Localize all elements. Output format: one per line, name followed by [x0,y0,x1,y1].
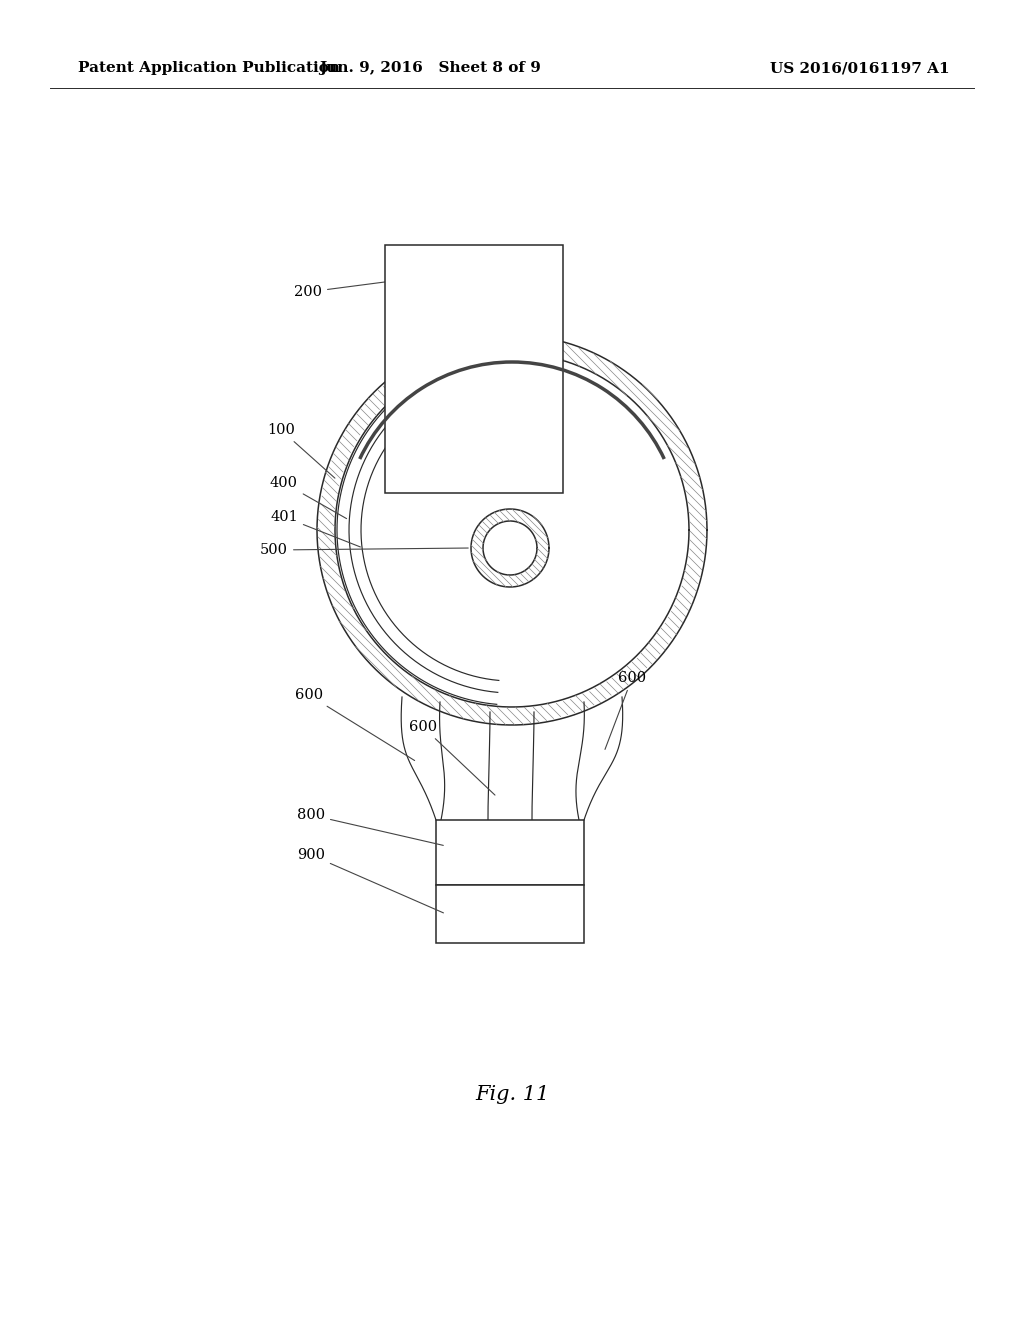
Text: 900: 900 [297,847,443,913]
Bar [436,884,584,942]
Text: 600: 600 [295,688,415,760]
Text: 500: 500 [260,543,468,557]
Text: Patent Application Publication: Patent Application Publication [78,61,340,75]
Text: 100: 100 [267,422,335,478]
Text: Fig. 11: Fig. 11 [475,1085,549,1105]
Text: 600: 600 [605,671,646,750]
Bar [436,820,584,884]
Text: Jun. 9, 2016   Sheet 8 of 9: Jun. 9, 2016 Sheet 8 of 9 [319,61,541,75]
Text: 800: 800 [297,808,443,845]
Text: 200: 200 [294,276,435,300]
Bar [385,246,563,492]
Text: 600: 600 [409,719,495,795]
Text: 401: 401 [270,510,360,546]
Text: US 2016/0161197 A1: US 2016/0161197 A1 [770,61,950,75]
Text: 400: 400 [270,477,346,519]
